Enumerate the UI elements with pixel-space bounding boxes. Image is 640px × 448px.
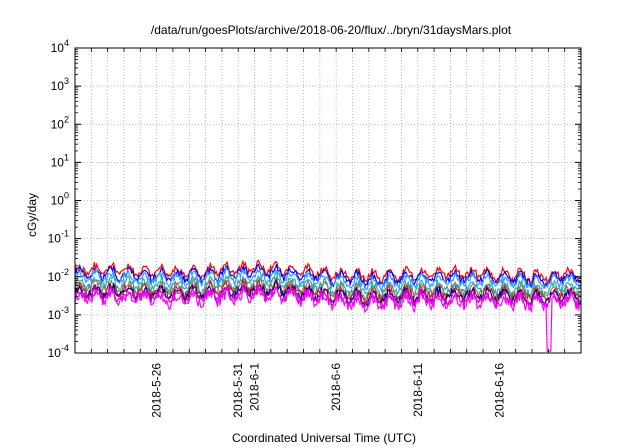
- y-tick-labels: 10-4 10-3 10-2 10-1 100 101 102 103 104: [48, 38, 69, 360]
- x-tick-label: 2018-5-31: [231, 363, 245, 418]
- x-axis-label: Coordinated Universal Time (UTC): [232, 431, 416, 445]
- y-tick-label: 104: [51, 38, 69, 55]
- series-group: [74, 259, 582, 352]
- y-tick-label: 10-3: [48, 305, 69, 322]
- x-tick-labels: 2018-5-26 2018-5-31 2018-6-1 2018-6-6 2018-6…: [150, 363, 507, 418]
- x-tick-label: 2018-6-1: [248, 363, 262, 411]
- y-axis-label: cGy/day: [25, 193, 39, 237]
- x-tick-label: 2018-6-6: [329, 363, 343, 411]
- y-tick-label: 103: [51, 76, 69, 93]
- grid: [75, 48, 581, 353]
- chart-title: /data/run/goesPlots/archive/2018-06-20/f…: [151, 23, 512, 37]
- y-tick-label: 10-4: [48, 343, 69, 360]
- y-tick-label: 101: [51, 152, 69, 169]
- plot-frame: [74, 47, 582, 354]
- series-line: [74, 259, 582, 285]
- x-tick-label: 2018-6-11: [411, 363, 425, 417]
- series-line: [74, 284, 582, 352]
- x-tick-label: 2018-5-26: [150, 363, 164, 418]
- y-tick-label: 10-1: [48, 229, 69, 246]
- axes: [74, 47, 582, 354]
- y-tick-label: 102: [51, 114, 69, 131]
- x-tick-label: 2018-6-16: [492, 363, 506, 418]
- series-line: [74, 266, 582, 294]
- y-tick-label: 100: [51, 191, 69, 208]
- y-tick-label: 10-2: [48, 267, 69, 284]
